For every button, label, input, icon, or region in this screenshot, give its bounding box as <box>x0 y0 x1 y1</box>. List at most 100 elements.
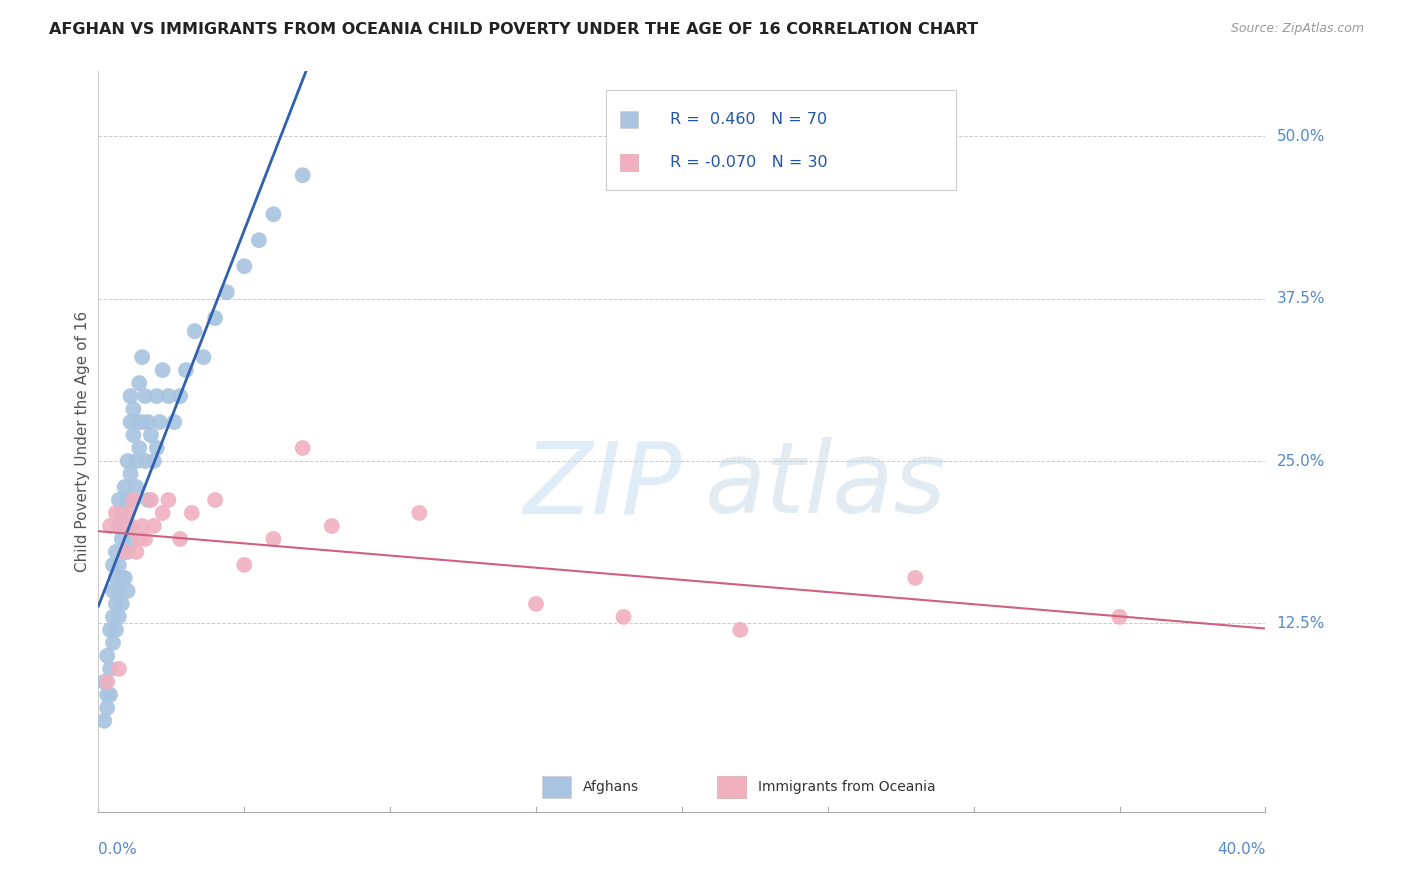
Point <box>131 519 153 533</box>
Point <box>142 519 165 533</box>
Point <box>1108 610 1130 624</box>
FancyBboxPatch shape <box>620 154 638 170</box>
Point <box>134 454 156 468</box>
Point <box>98 662 121 676</box>
Point <box>128 532 150 546</box>
Text: 40.0%: 40.0% <box>1218 842 1265 857</box>
Point <box>904 571 927 585</box>
Point <box>120 467 142 481</box>
Point <box>120 389 142 403</box>
Point <box>117 583 139 598</box>
Point <box>96 674 118 689</box>
Point <box>117 519 139 533</box>
Text: ZIP: ZIP <box>523 437 682 534</box>
Point <box>321 519 343 533</box>
Point <box>108 558 131 572</box>
Point <box>247 233 270 247</box>
Point <box>139 493 162 508</box>
Point <box>139 428 162 442</box>
Point <box>612 610 634 624</box>
Point <box>111 506 134 520</box>
Point <box>114 545 136 559</box>
Point <box>128 441 150 455</box>
Point <box>125 480 148 494</box>
Point <box>193 350 215 364</box>
Point <box>122 532 145 546</box>
Point <box>101 583 124 598</box>
Text: 37.5%: 37.5% <box>1277 291 1324 306</box>
Point <box>134 532 156 546</box>
Text: 12.5%: 12.5% <box>1277 615 1324 631</box>
Point <box>157 389 180 403</box>
Point <box>215 285 238 300</box>
Point <box>117 506 139 520</box>
Point <box>101 558 124 572</box>
Point <box>120 519 142 533</box>
Text: R =  0.460   N = 70: R = 0.460 N = 70 <box>671 112 827 127</box>
Point <box>174 363 197 377</box>
Point <box>125 545 148 559</box>
Point <box>111 597 134 611</box>
Point <box>262 207 284 221</box>
Point <box>93 714 115 728</box>
Text: atlas: atlas <box>706 437 946 534</box>
Point <box>111 519 134 533</box>
Text: AFGHAN VS IMMIGRANTS FROM OCEANIA CHILD POVERTY UNDER THE AGE OF 16 CORRELATION : AFGHAN VS IMMIGRANTS FROM OCEANIA CHILD … <box>49 22 979 37</box>
Point <box>169 389 191 403</box>
Point <box>108 583 131 598</box>
Point <box>101 636 124 650</box>
Point <box>114 480 136 494</box>
Y-axis label: Child Poverty Under the Age of 16: Child Poverty Under the Age of 16 <box>75 311 90 572</box>
Point <box>108 519 131 533</box>
Point <box>136 415 159 429</box>
Point <box>122 493 145 508</box>
Point <box>149 415 172 429</box>
Point <box>114 545 136 559</box>
Point <box>96 688 118 702</box>
Point <box>408 506 430 520</box>
Point <box>128 376 150 390</box>
Point <box>125 454 148 468</box>
Point <box>98 519 121 533</box>
Point <box>146 389 169 403</box>
FancyBboxPatch shape <box>620 112 638 128</box>
Point <box>104 506 127 520</box>
Point <box>233 558 256 572</box>
Point <box>104 623 127 637</box>
FancyBboxPatch shape <box>717 776 747 798</box>
Point <box>730 623 752 637</box>
Point <box>152 363 174 377</box>
Point <box>101 610 124 624</box>
Point <box>291 441 314 455</box>
Point <box>96 701 118 715</box>
FancyBboxPatch shape <box>541 776 571 798</box>
Point <box>96 648 118 663</box>
Point <box>114 571 136 585</box>
Point <box>117 493 139 508</box>
Point <box>104 545 127 559</box>
Point <box>114 519 136 533</box>
Point <box>108 610 131 624</box>
Point <box>122 428 145 442</box>
Point <box>163 415 186 429</box>
Point <box>111 571 134 585</box>
Point <box>157 493 180 508</box>
Point <box>104 597 127 611</box>
Point <box>108 662 131 676</box>
Point <box>104 571 127 585</box>
Point <box>131 415 153 429</box>
Point <box>262 532 284 546</box>
Point <box>117 454 139 468</box>
Text: Immigrants from Oceania: Immigrants from Oceania <box>758 780 935 794</box>
Point <box>117 545 139 559</box>
Text: R = -0.070   N = 30: R = -0.070 N = 30 <box>671 155 828 169</box>
FancyBboxPatch shape <box>606 90 956 190</box>
Text: 0.0%: 0.0% <box>98 842 138 857</box>
Point <box>204 493 226 508</box>
Point <box>152 506 174 520</box>
Text: Afghans: Afghans <box>582 780 638 794</box>
Point <box>120 415 142 429</box>
Point <box>111 532 134 546</box>
Text: 25.0%: 25.0% <box>1277 453 1324 468</box>
Point <box>98 623 121 637</box>
